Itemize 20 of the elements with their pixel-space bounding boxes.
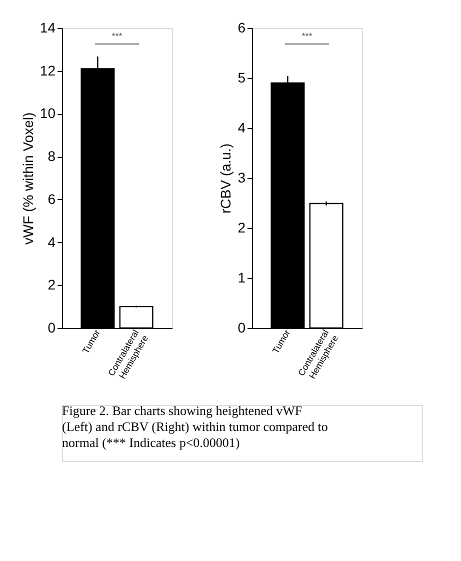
y-tick-label: 1 bbox=[238, 270, 246, 286]
y-tick-label: 0 bbox=[48, 320, 56, 336]
y-tick-label: 12 bbox=[40, 62, 56, 78]
annotation: *** bbox=[302, 31, 313, 41]
y-axis-title: rCBV (a.u.) bbox=[218, 143, 234, 214]
y-tick-label: 6 bbox=[48, 190, 56, 207]
y-tick-label: 3 bbox=[238, 170, 246, 186]
y-axis-title: vWF (% within Voxel) bbox=[20, 112, 36, 245]
y-tick-label: 8 bbox=[48, 148, 56, 164]
y-tick-label: 6 bbox=[238, 20, 246, 36]
y-tick-label: 4 bbox=[238, 120, 246, 136]
y-tick-label: 5 bbox=[238, 70, 246, 86]
caption: Figure 2. Bar charts showing heightened vWF (Left) and rCBV (Right) within tumor compared to normal (*** Indicates p<0.00001) bbox=[62, 403, 328, 450]
y-tick-label: 10 bbox=[40, 105, 56, 122]
y-tick-label: 14 bbox=[40, 20, 56, 36]
y-tick-label: 4 bbox=[48, 234, 56, 250]
y-tick-label: 0 bbox=[238, 320, 246, 336]
annotation: *** bbox=[112, 31, 123, 41]
y-tick-label: 2 bbox=[48, 276, 56, 293]
y-tick-label: 2 bbox=[238, 220, 246, 236]
